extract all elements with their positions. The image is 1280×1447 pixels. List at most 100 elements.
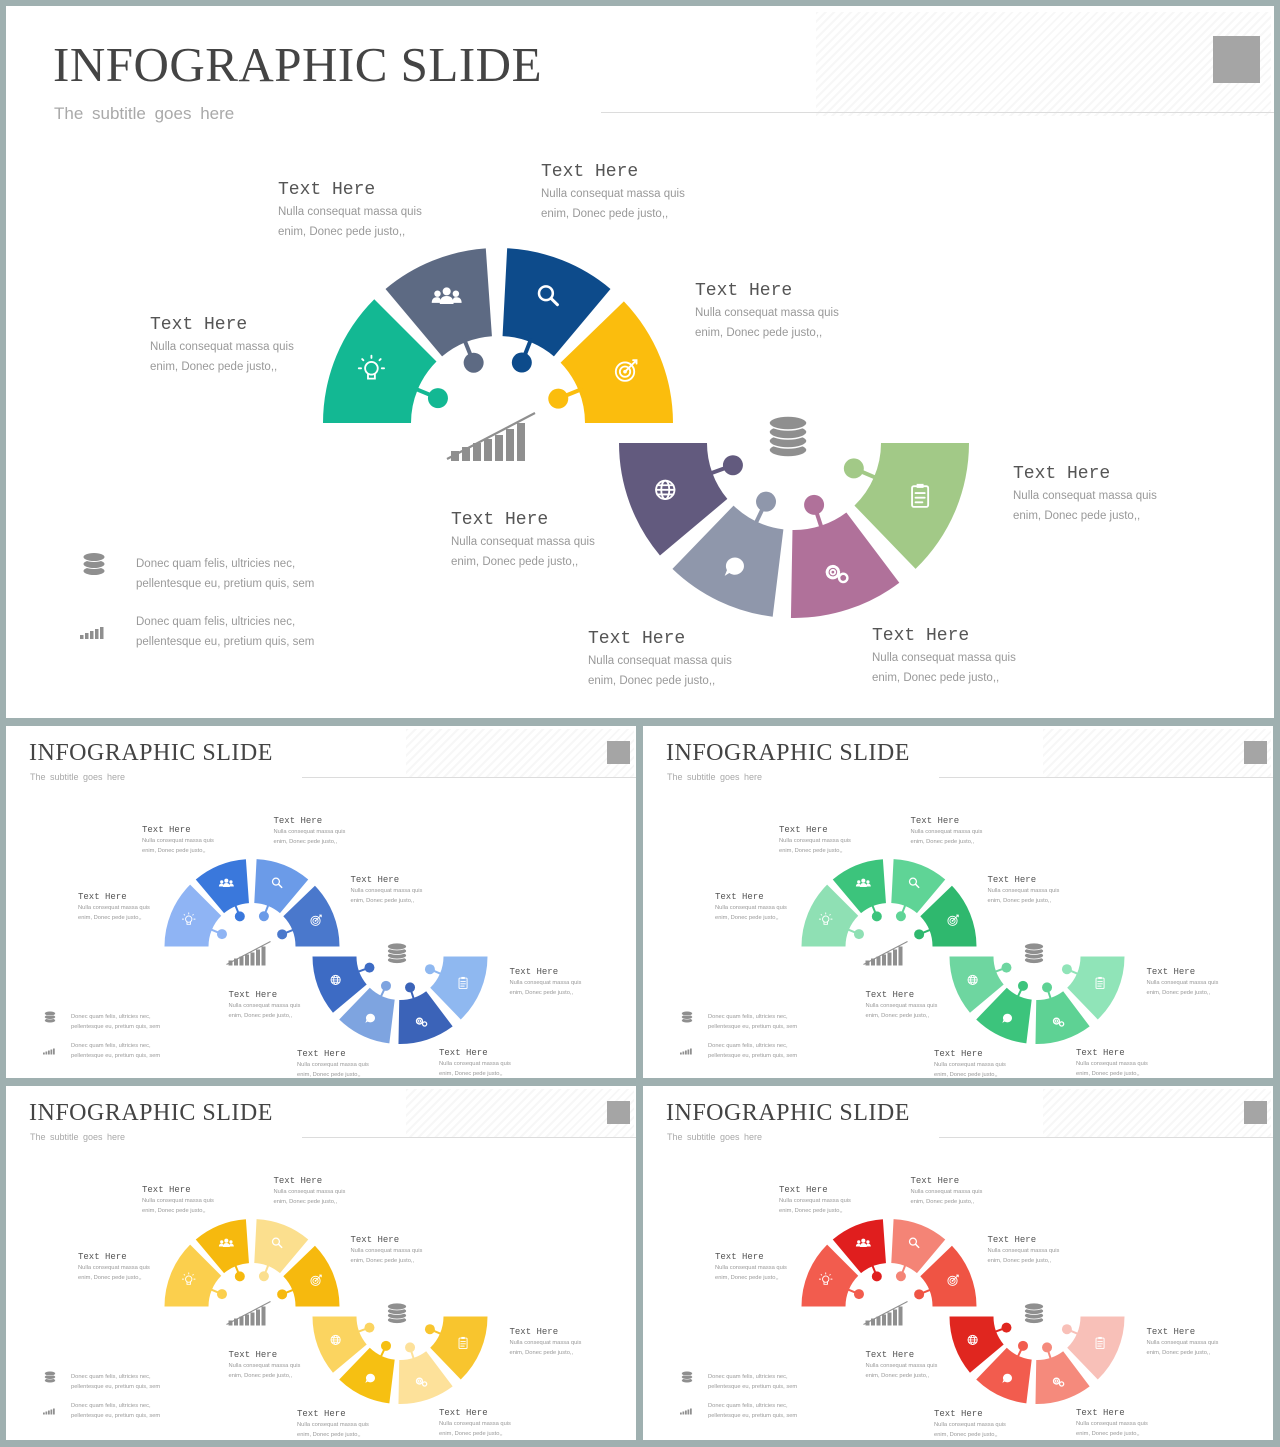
text-block-2: Text Here Nulla consequat massa quis enim,… xyxy=(142,825,214,856)
text-block-heading: Text Here xyxy=(541,162,639,182)
target-icon xyxy=(310,914,322,926)
header-rule xyxy=(939,777,1273,778)
target-icon xyxy=(947,1274,959,1286)
segment-8-knob xyxy=(424,964,435,975)
text-block-body: Nulla consequat massa quis xyxy=(509,979,582,986)
segment-7 xyxy=(1035,982,1090,1044)
side-note-2: Donec quam felis, ultricies nec, pellente… xyxy=(708,1043,798,1059)
segment-7-knob xyxy=(804,494,825,515)
text-block-8: Text Here Nulla consequat massa quis enim,… xyxy=(1013,463,1157,526)
text-block-body: enim, Donec pede justo,, xyxy=(872,671,1000,684)
bar-chart-icon xyxy=(43,1048,55,1055)
segment-3-knob xyxy=(258,1271,269,1282)
text-block-heading: Text Here xyxy=(509,966,559,977)
target-icon xyxy=(947,914,959,926)
segment-3 xyxy=(254,859,309,922)
globe-icon xyxy=(330,1334,341,1345)
segment-6 xyxy=(339,980,395,1044)
text-block-body: enim, Donec pede justo,, xyxy=(350,1258,415,1265)
segment-4-shape xyxy=(283,885,340,947)
segment-6 xyxy=(672,491,784,617)
text-block-body: Nulla consequat massa quis xyxy=(715,1265,787,1272)
segment-4 xyxy=(277,1245,340,1307)
globe-icon xyxy=(967,974,978,985)
text-block-body: Nulla consequat massa quis xyxy=(278,205,422,218)
lightbulb-icon xyxy=(181,1272,196,1285)
target-icon xyxy=(310,1274,322,1286)
chat-icon xyxy=(365,1013,375,1023)
slide-title: INFOGRAPHIC SLIDE xyxy=(666,1100,910,1126)
text-block-body: enim, Donec pede justo,, xyxy=(297,1432,361,1439)
segment-2 xyxy=(832,1219,886,1282)
segment-5-knob xyxy=(364,962,375,973)
segment-5-knob xyxy=(722,455,743,476)
text-block-4: Text Here Nulla consequat massa quis enim,… xyxy=(351,875,423,906)
segment-6 xyxy=(976,1340,1032,1404)
segment-5 xyxy=(619,443,743,556)
text-block-body: enim, Donec pede justo,, xyxy=(1013,509,1141,522)
text-block-heading: Text Here xyxy=(715,892,764,902)
segment-1-shape xyxy=(164,1244,222,1307)
text-block-body: Nulla consequat massa quis xyxy=(1146,979,1219,986)
header-pattern xyxy=(816,12,1271,116)
text-block-body: enim, Donec pede justo,, xyxy=(451,555,579,568)
segment-7 xyxy=(1035,1342,1090,1404)
segment-8-knob xyxy=(1061,964,1072,975)
segment-3-knob xyxy=(895,1271,906,1282)
text-block-heading: Text Here xyxy=(78,1252,127,1262)
text-block-heading: Text Here xyxy=(278,180,376,200)
text-block-body: Nulla consequat massa quis xyxy=(350,1248,423,1255)
text-block-body: Nulla consequat massa quis xyxy=(541,187,685,200)
text-block-body: enim, Donec pede justo,, xyxy=(1146,989,1211,996)
text-block-5: Text Here Nulla consequat massa quis enim,… xyxy=(229,990,301,1021)
text-block-body: enim, Donec pede justo,, xyxy=(779,1207,843,1214)
globe-icon xyxy=(655,479,676,500)
text-block-heading: Text Here xyxy=(509,1326,559,1337)
side-note-1: Donec quam felis, ultricies nec, pellente… xyxy=(708,1014,798,1030)
text-block-body: Nulla consequat massa quis xyxy=(865,1002,938,1009)
segment-7-shape xyxy=(398,991,453,1044)
text-block-body: enim, Donec pede justo,, xyxy=(541,207,669,220)
segment-7-shape xyxy=(398,1351,453,1404)
slide-subtitle: The subtitle goes here xyxy=(30,1132,126,1142)
text-block-body: Nulla consequat massa quis xyxy=(1076,1420,1148,1427)
text-block-body: enim, Donec pede justo,, xyxy=(142,847,206,854)
text-block-heading: Text Here xyxy=(150,315,248,335)
text-block-body: enim, Donec pede justo,, xyxy=(910,838,975,845)
text-block-body: enim, Donec pede justo,, xyxy=(278,225,406,238)
text-block-body: enim, Donec pede justo,, xyxy=(439,1430,503,1437)
text-block-body: enim, Donec pede justo,, xyxy=(987,898,1052,905)
segment-5 xyxy=(949,956,1012,1013)
segment-4 xyxy=(914,1245,977,1307)
segment-4-shape xyxy=(283,1245,340,1307)
text-block-body: enim, Donec pede justo,, xyxy=(779,847,843,854)
lightbulb-icon xyxy=(818,1272,833,1285)
side-note-2: Donec quam felis, ultricies nec, pellente… xyxy=(136,616,315,648)
text-block-1: Text Here Nulla consequat massa quis enim,… xyxy=(78,1252,150,1283)
text-block-body: Nulla consequat massa quis xyxy=(865,1362,938,1369)
text-block-1: Text Here Nulla consequat massa quis enim,… xyxy=(150,314,294,377)
text-block-heading: Text Here xyxy=(865,1349,915,1360)
text-block-body: Nulla consequat massa quis xyxy=(588,654,732,667)
database-icon xyxy=(44,1011,56,1023)
text-block-body: enim, Donec pede justo,, xyxy=(228,1372,293,1379)
lightbulb-icon xyxy=(818,912,833,925)
segment-3 xyxy=(254,1219,309,1282)
wave-diagram xyxy=(43,859,488,1055)
slide-title: INFOGRAPHIC SLIDE xyxy=(666,740,910,766)
segment-7-knob xyxy=(405,1342,416,1353)
text-block-body: enim, Donec pede justo,, xyxy=(934,1072,998,1078)
text-block-body: Nulla consequat massa quis xyxy=(350,888,423,895)
wave-diagram xyxy=(680,1219,1125,1415)
text-block-8: Text Here Nulla consequat massa quis enim,… xyxy=(1147,967,1219,998)
text-block-5: Text Here Nulla consequat massa quis enim,… xyxy=(229,1350,301,1381)
text-block-body: enim, Donec pede justo,, xyxy=(78,915,142,922)
text-block-3: Text Here Nulla consequat massa quis enim,… xyxy=(541,161,685,224)
side-note-1: Donec quam felis, ultricies nec, pellente… xyxy=(136,558,315,590)
text-block-5: Text Here Nulla consequat massa quis enim,… xyxy=(451,509,595,572)
segment-1-knob xyxy=(853,929,864,940)
segment-4-shape xyxy=(920,1245,977,1307)
segment-4-knob xyxy=(277,1289,288,1300)
text-block-heading: Text Here xyxy=(78,892,127,902)
slide-subtitle: The subtitle goes here xyxy=(667,772,763,782)
